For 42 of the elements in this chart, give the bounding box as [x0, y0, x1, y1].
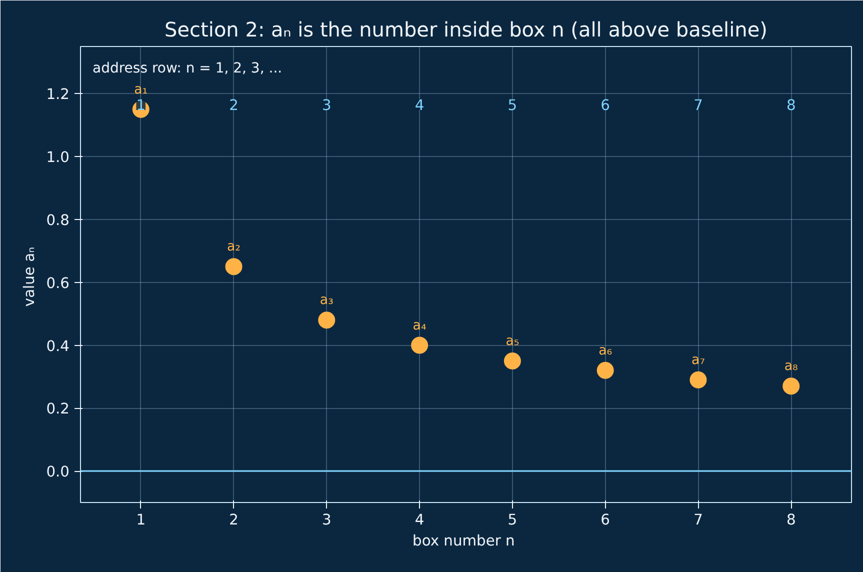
point — [225, 258, 242, 276]
point — [596, 362, 614, 379]
x-tick-label: 6 — [600, 512, 610, 528]
x-tick-label: 7 — [694, 512, 703, 528]
data-label: a₁ — [134, 82, 148, 98]
point — [318, 312, 336, 329]
point — [782, 378, 800, 395]
point — [411, 336, 428, 354]
data-label: a₃ — [320, 293, 334, 308]
data-label: a₇ — [691, 352, 705, 368]
x-tick-label: 4 — [414, 512, 424, 528]
chart-title: Section 2: aₙ is the number inside box n (all above baseline) — [164, 18, 768, 42]
annotation: address row: n = 1, 2, 3, ... — [92, 60, 282, 76]
annotation: 5 — [508, 97, 518, 114]
data-label: a₂ — [227, 240, 241, 255]
y-tick-label: 0.2 — [46, 400, 70, 418]
x-tick-label: 3 — [322, 512, 332, 528]
data-label: a₅ — [506, 334, 520, 349]
x-tick-label: 2 — [229, 512, 238, 528]
point — [690, 371, 707, 388]
y-tick-label: 0.8 — [46, 212, 70, 229]
point — [504, 352, 521, 370]
annotation: 4 — [414, 97, 424, 114]
y-tick-label: 1.2 — [46, 86, 70, 104]
annotation: 7 — [694, 97, 703, 114]
y-axis-title: value aₙ — [21, 246, 38, 307]
x-tick-label: 8 — [786, 512, 796, 528]
x-tick-label: 5 — [508, 512, 518, 528]
data-label: a₄ — [412, 318, 426, 334]
x-axis-title: box number n — [412, 532, 515, 550]
y-tick-label: 0.6 — [46, 274, 70, 292]
annotation: 3 — [322, 97, 332, 114]
y-tick-label: 1.0 — [46, 149, 70, 166]
annotation: 1 — [136, 97, 146, 114]
annotation: 8 — [786, 97, 796, 114]
data-label: a₈ — [784, 359, 798, 374]
y-tick-label: 0.4 — [46, 338, 70, 355]
data-label: a₆ — [598, 343, 612, 358]
annotation: 2 — [229, 97, 238, 114]
y-tick-label: 0.0 — [46, 464, 70, 481]
x-tick-label: 1 — [136, 512, 146, 528]
annotation: 6 — [600, 97, 610, 114]
